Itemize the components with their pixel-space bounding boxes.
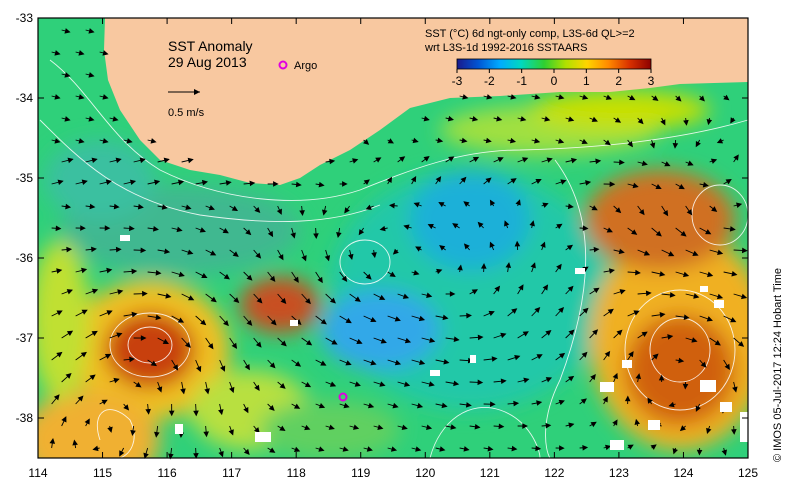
lon-tick-label: 118 <box>287 466 306 480</box>
colorbar-tick-label: 3 <box>648 74 655 88</box>
colorbar-tick-label: -3 <box>452 74 463 88</box>
map-date: 29 Aug 2013 <box>168 54 247 70</box>
lat-tick-label: -38 <box>16 411 34 425</box>
lon-tick-label: 122 <box>544 466 564 480</box>
colorbar-tick-label: -2 <box>484 74 495 88</box>
velocity-scale-label: 0.5 m/s <box>168 107 205 119</box>
colorbar-title-line1: SST (°C) 6d ngt-only comp, L3S-6d QL>=2 <box>425 28 635 40</box>
lon-tick-label: 124 <box>673 466 693 480</box>
lat-tick-label: -37 <box>16 331 34 345</box>
lon-tick-label: 117 <box>222 466 241 480</box>
lon-tick-label: 114 <box>28 466 47 480</box>
colorbar-tick-label: 0 <box>551 74 558 88</box>
map-title: SST Anomaly <box>168 38 253 54</box>
argo-legend-label: Argo <box>294 60 317 72</box>
credit-text: © IMOS 05-Jul-2017 12:24 Hobart Time <box>772 268 784 462</box>
lat-tick-label: -36 <box>16 251 34 265</box>
lat-tick-label: -35 <box>16 171 34 185</box>
colorbar-gradient <box>457 59 651 69</box>
colorbar-title-line2: wrt L3S-1d 1992-2016 SSTAARS <box>424 42 587 54</box>
colorbar-tick-label: 2 <box>615 74 622 88</box>
colorbar-tick-label: 1 <box>583 74 590 88</box>
lon-tick-label: 115 <box>93 466 112 480</box>
lon-tick-label: 116 <box>158 466 177 480</box>
lon-tick-label: 119 <box>351 466 370 480</box>
colorbar-tick-label: -1 <box>516 74 527 88</box>
lon-tick-label: 123 <box>609 466 629 480</box>
lat-tick-label: -34 <box>16 91 34 105</box>
lon-tick-label: 120 <box>415 466 435 480</box>
lon-tick-label: 125 <box>738 466 758 480</box>
lat-tick-label: -33 <box>16 11 34 25</box>
lon-tick-label: 121 <box>480 466 500 480</box>
